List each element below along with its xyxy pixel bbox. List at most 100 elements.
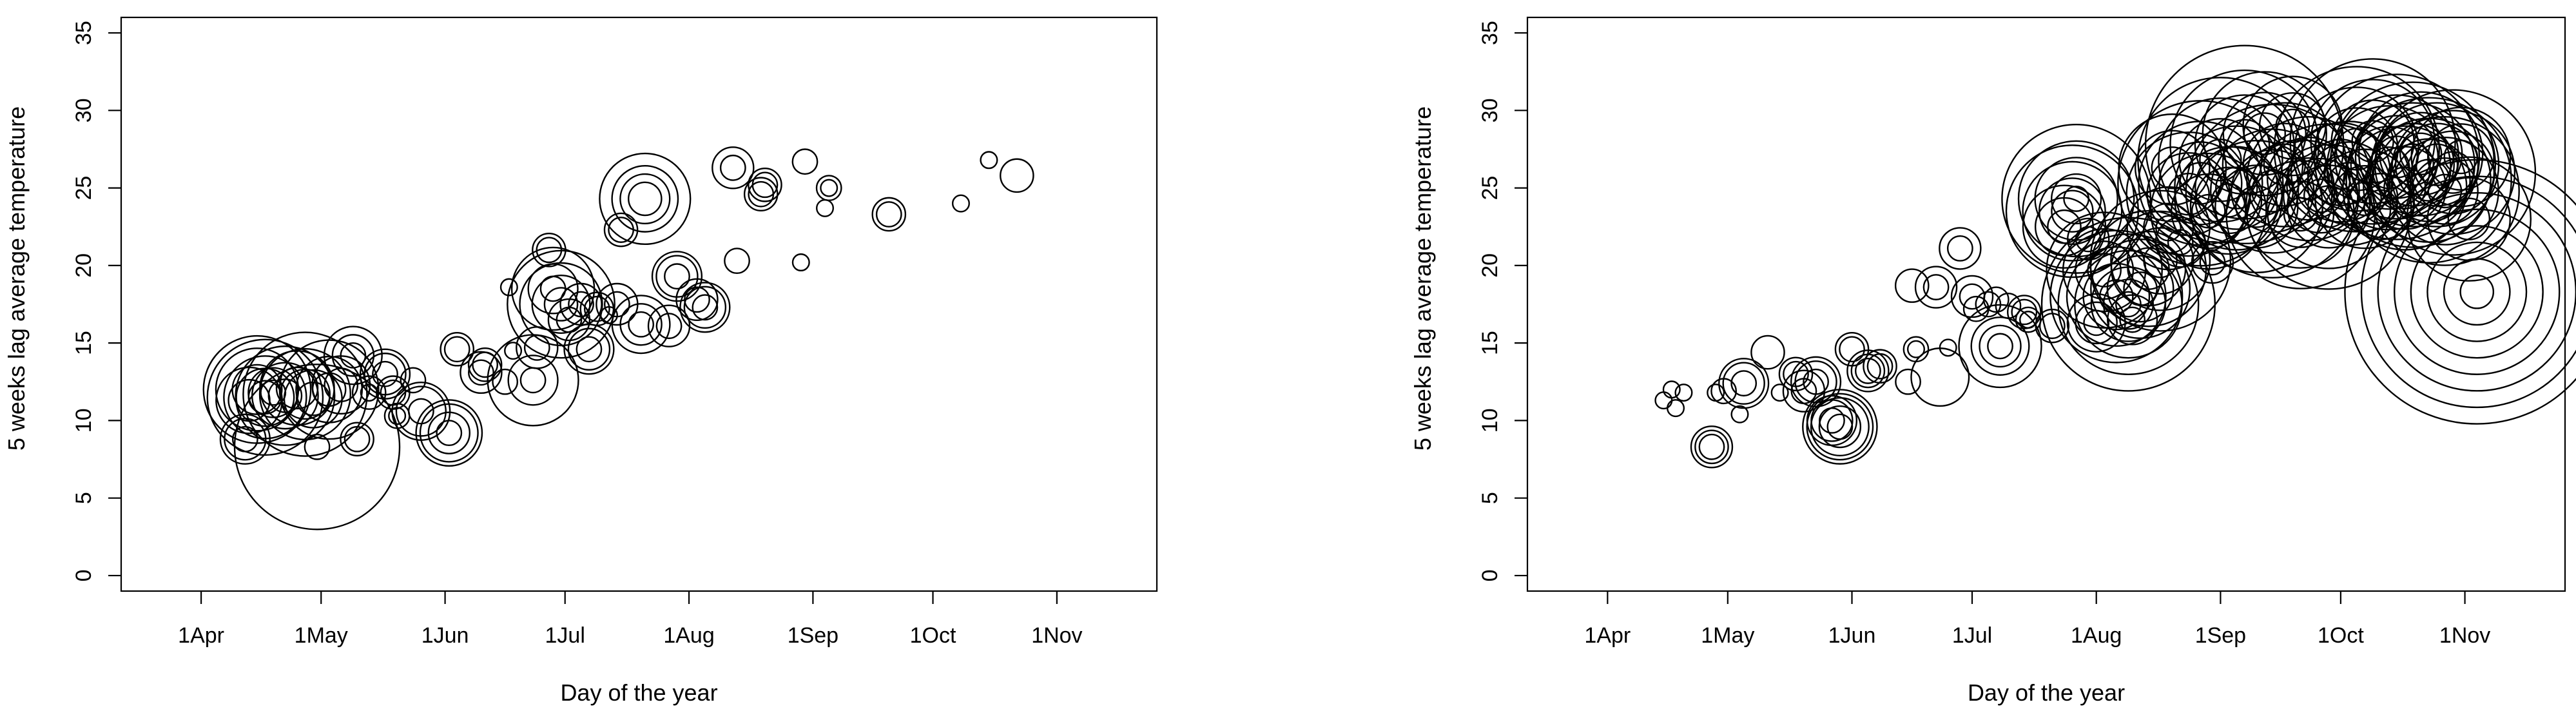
bubble-ring bbox=[603, 212, 639, 248]
y-tick-label: 0 bbox=[1478, 569, 1502, 581]
bubble-ring bbox=[1770, 384, 1789, 402]
bubble-ring bbox=[655, 313, 683, 340]
data-point bbox=[504, 342, 523, 360]
data-point bbox=[499, 278, 518, 297]
bubble-ring bbox=[583, 295, 610, 322]
data-point bbox=[1730, 405, 1749, 423]
bubble-ring bbox=[2447, 197, 2491, 240]
x-tick-label: 1Apr bbox=[178, 623, 224, 648]
bubble-ring bbox=[2344, 159, 2576, 425]
bubble-ring bbox=[1694, 429, 1729, 465]
bubble-ring bbox=[258, 347, 352, 441]
data-point bbox=[871, 197, 907, 232]
bubble-ring bbox=[2169, 69, 2320, 220]
bubble-ring bbox=[2191, 193, 2226, 229]
bubble-ring bbox=[2410, 106, 2512, 208]
bubble-ring bbox=[611, 165, 679, 233]
data-point bbox=[1895, 368, 1921, 395]
bubble-ring bbox=[2067, 217, 2110, 261]
data-point bbox=[2005, 144, 2140, 278]
bubble-ring bbox=[1802, 389, 1878, 465]
bubble-ring bbox=[628, 181, 663, 217]
data-point bbox=[563, 324, 615, 375]
bubble-ring bbox=[1666, 399, 1685, 418]
bubble-ring bbox=[235, 345, 336, 446]
x-tick-label: 1Aug bbox=[663, 623, 714, 648]
x-tick-label: 1Jun bbox=[1828, 623, 1876, 648]
bubble-ring bbox=[2390, 110, 2516, 235]
data-point bbox=[340, 422, 374, 457]
bubble-ring bbox=[2063, 186, 2090, 212]
bubble-ring bbox=[684, 286, 710, 313]
y-tick-label: 5 bbox=[1478, 492, 1502, 504]
bubble-ring bbox=[242, 331, 368, 457]
data-point bbox=[2049, 229, 2184, 364]
bubble-ring bbox=[2329, 81, 2496, 248]
y-tick-label: 5 bbox=[72, 492, 96, 504]
bubble-ring bbox=[1939, 338, 1957, 357]
bubble-ring bbox=[504, 342, 523, 360]
data-point bbox=[559, 282, 603, 326]
data-point bbox=[1674, 384, 1693, 402]
bubble-ring bbox=[980, 151, 998, 170]
bubble-ring bbox=[1690, 425, 1734, 469]
bubble-ring bbox=[619, 173, 671, 225]
x-tick-label: 1Oct bbox=[2318, 623, 2364, 648]
bubble-ring bbox=[1806, 393, 1874, 461]
bubble-ring bbox=[815, 175, 842, 201]
bubble-ring bbox=[1950, 275, 1994, 318]
data-point bbox=[815, 175, 842, 201]
bubble-ring bbox=[1810, 399, 1854, 442]
bubble-ring bbox=[871, 197, 907, 232]
data-point bbox=[1894, 268, 1930, 303]
data-point bbox=[791, 253, 810, 272]
bubble-ring bbox=[2222, 102, 2348, 228]
bubble-ring bbox=[1922, 274, 1950, 300]
bubble-ring bbox=[2194, 146, 2279, 230]
data-point bbox=[460, 351, 503, 394]
bubble-ring bbox=[391, 381, 451, 441]
bubble-ring bbox=[1674, 384, 1693, 402]
bubble-ring bbox=[2106, 255, 2174, 323]
data-point bbox=[2155, 217, 2206, 268]
bubble-ring bbox=[2266, 136, 2351, 221]
bubble-ring bbox=[219, 413, 271, 465]
bubble-ring bbox=[1979, 324, 2022, 368]
bubble-ring bbox=[2459, 274, 2495, 309]
bubble-ring bbox=[563, 324, 615, 375]
bubble-ring bbox=[1863, 349, 1897, 384]
bubble-ring bbox=[556, 306, 583, 333]
bubble-ring bbox=[683, 286, 727, 329]
bubble-ring bbox=[2015, 306, 2042, 333]
bubble-ring bbox=[719, 154, 746, 181]
data-point bbox=[675, 278, 719, 321]
bubble-ring bbox=[323, 326, 383, 385]
data-point bbox=[1000, 158, 1034, 193]
bubble-ring bbox=[1654, 391, 1673, 410]
data-point bbox=[1863, 349, 1897, 384]
bubble-ring bbox=[2167, 229, 2194, 256]
bubble-ring bbox=[647, 304, 691, 347]
bubble-ring bbox=[568, 291, 594, 318]
data-point bbox=[233, 364, 401, 530]
bubble-ring bbox=[2199, 249, 2226, 276]
x-tick-label: 1Jul bbox=[545, 623, 585, 648]
x-tick-label: 1Sep bbox=[788, 623, 838, 648]
data-point bbox=[467, 347, 503, 382]
bubble-ring bbox=[2066, 246, 2167, 347]
bubble-ring bbox=[1987, 333, 2013, 360]
x-tick-label: 1Apr bbox=[1584, 623, 1631, 648]
bubble-ring bbox=[1803, 368, 1829, 395]
bubble-ring bbox=[1846, 349, 1890, 393]
bubble-ring bbox=[2049, 229, 2184, 364]
y-tick-label: 35 bbox=[72, 21, 96, 45]
bubble-ring bbox=[2158, 97, 2283, 223]
bubble-ring bbox=[2194, 94, 2295, 195]
data-points bbox=[1654, 44, 2576, 469]
bubble-ring bbox=[2426, 241, 2528, 342]
bubble-ring bbox=[791, 148, 818, 175]
bubble-ring bbox=[791, 253, 810, 272]
y-tick-label: 15 bbox=[72, 331, 96, 355]
bubble-ring bbox=[692, 294, 719, 321]
